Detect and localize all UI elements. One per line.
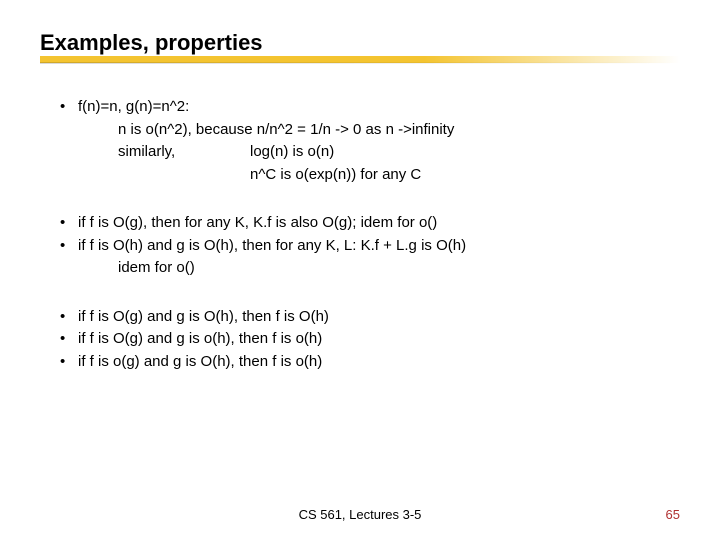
bullet-text: if f is O(g) and g is o(h), then f is o(… <box>78 328 680 351</box>
bullet-text: if f is O(g) and g is O(h), then f is O(… <box>78 306 680 329</box>
sub-line: n is o(n^2), because n/n^2 = 1/n -> 0 as… <box>60 119 680 142</box>
slide: Examples, properties • f(n)=n, g(n)=n^2:… <box>0 0 720 540</box>
footer: CS 561, Lectures 3-5 65 <box>0 507 720 522</box>
bullet-item: • if f is O(h) and g is O(h), then for a… <box>60 235 680 258</box>
bullet-icon: • <box>60 235 78 258</box>
bullet-item: • if f is O(g) and g is O(h), then f is … <box>60 306 680 329</box>
bullet-text: if f is o(g) and g is O(h), then f is o(… <box>78 351 680 374</box>
footer-course: CS 561, Lectures 3-5 <box>299 507 422 522</box>
bullet-item: • f(n)=n, g(n)=n^2: <box>60 96 680 119</box>
bullet-icon: • <box>60 306 78 329</box>
sub-line: similarly, log(n) is o(n) <box>60 141 680 164</box>
bullet-item: • if f is o(g) and g is O(h), then f is … <box>60 351 680 374</box>
content: • f(n)=n, g(n)=n^2: n is o(n^2), because… <box>40 96 680 373</box>
bullet-text: if f is O(h) and g is O(h), then for any… <box>78 235 680 258</box>
bullet-icon: • <box>60 212 78 235</box>
page-number: 65 <box>666 507 680 522</box>
bullet-item: • if f is O(g) and g is o(h), then f is … <box>60 328 680 351</box>
bullet-item: • if f is O(g), then for any K, K.f is a… <box>60 212 680 235</box>
block-1: • f(n)=n, g(n)=n^2: n is o(n^2), because… <box>60 96 680 186</box>
similarly-label: similarly, <box>118 141 250 164</box>
slide-title: Examples, properties <box>40 30 680 56</box>
bullet-icon: • <box>60 96 78 119</box>
block-2: • if f is O(g), then for any K, K.f is a… <box>60 212 680 280</box>
sub-line: idem for o() <box>60 257 680 280</box>
bullet-text: f(n)=n, g(n)=n^2: <box>78 96 680 119</box>
block-3: • if f is O(g) and g is O(h), then f is … <box>60 306 680 374</box>
title-area: Examples, properties <box>40 30 680 56</box>
bullet-icon: • <box>60 351 78 374</box>
sub-text: log(n) is o(n) <box>250 141 334 164</box>
sub-line: n^C is o(exp(n)) for any C <box>60 164 680 187</box>
bullet-icon: • <box>60 328 78 351</box>
bullet-text: if f is O(g), then for any K, K.f is als… <box>78 212 680 235</box>
title-underline <box>40 56 680 66</box>
